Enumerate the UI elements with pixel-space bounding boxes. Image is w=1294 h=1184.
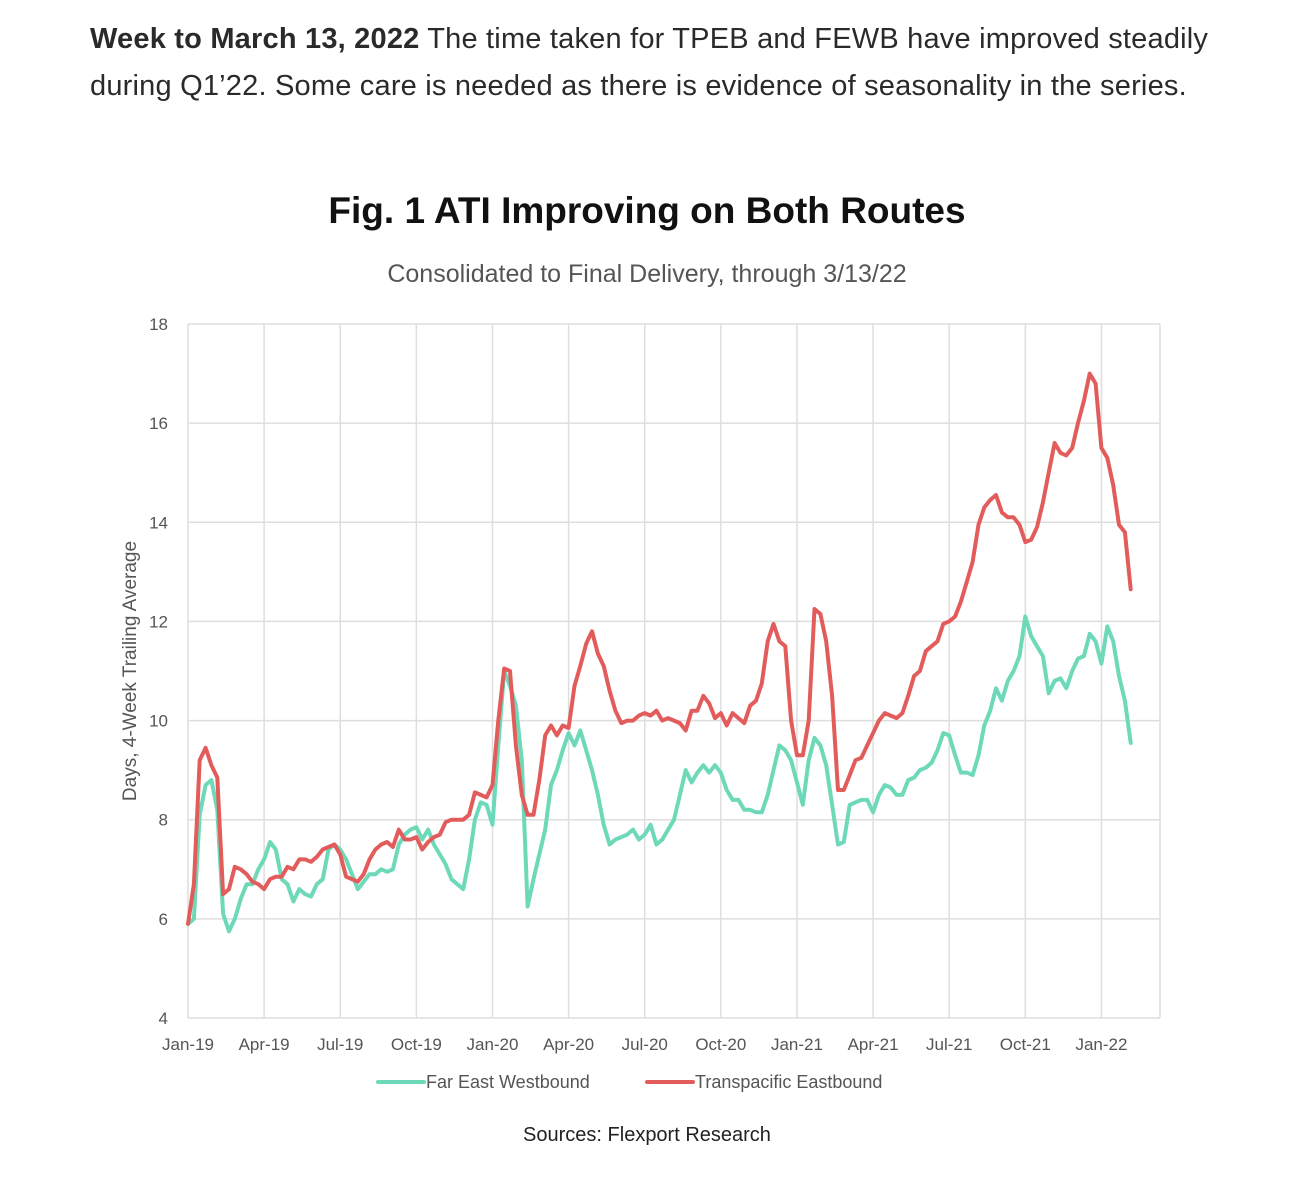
x-tick-label: Jul-19 (317, 1035, 363, 1054)
legend-label: Transpacific Eastbound (695, 1072, 882, 1092)
y-tick-label: 6 (159, 910, 168, 929)
intro-body: The time taken for TPEB and FEWB have im… (90, 23, 1209, 102)
y-tick-label: 10 (149, 712, 168, 731)
x-tick-label: Jul-20 (622, 1035, 668, 1054)
chart-subtitle: Consolidated to Final Delivery, through … (387, 260, 907, 288)
x-tick-label: Jan-19 (162, 1035, 214, 1054)
y-tick-label: 16 (149, 414, 168, 433)
x-tick-label: Jul-21 (926, 1035, 972, 1054)
x-tick-label: Jan-20 (466, 1035, 518, 1054)
series-line-far-east-westbound (186, 614, 1133, 934)
series-line-transpacific-eastbound (186, 371, 1133, 926)
x-tick-label: Oct-20 (695, 1035, 746, 1054)
y-tick-label: 4 (159, 1009, 168, 1028)
chart-title: Fig. 1 ATI Improving on Both Routes (328, 190, 966, 231)
y-tick-label: 12 (149, 612, 168, 631)
y-tick-label: 14 (149, 513, 168, 532)
y-axis-label: Days, 4-Week Trailing Average (120, 541, 141, 801)
x-tick-label: Apr-19 (239, 1035, 290, 1054)
y-axis-ticks: 4 6 8 10 12 14 16 18 (149, 315, 168, 1028)
x-tick-label: Oct-19 (391, 1035, 442, 1054)
x-tick-label: Jan-22 (1075, 1035, 1127, 1054)
x-tick-label: Apr-21 (848, 1035, 899, 1054)
x-tick-label: Apr-20 (543, 1035, 594, 1054)
source-note: Sources: Flexport Research (523, 1124, 771, 1146)
chart-legend: Far East Westbound Transpacific Eastbound (376, 1072, 882, 1092)
legend-label: Far East Westbound (426, 1072, 590, 1092)
x-tick-label: Jan-21 (771, 1035, 823, 1054)
chart-series (186, 371, 1133, 934)
intro-paragraph: Week to March 13, 2022 The time taken fo… (90, 16, 1230, 110)
x-tick-label: Oct-21 (1000, 1035, 1051, 1054)
x-axis-ticks: Jan-19 Apr-19 Jul-19 Oct-19 Jan-20 Apr-20 Jul-… (162, 1035, 1127, 1054)
chart-grid (187, 323, 1161, 1019)
intro-lead: Week to March 13, 2022 (90, 23, 420, 55)
y-tick-label: 8 (159, 811, 168, 830)
y-tick-label: 18 (149, 315, 168, 334)
